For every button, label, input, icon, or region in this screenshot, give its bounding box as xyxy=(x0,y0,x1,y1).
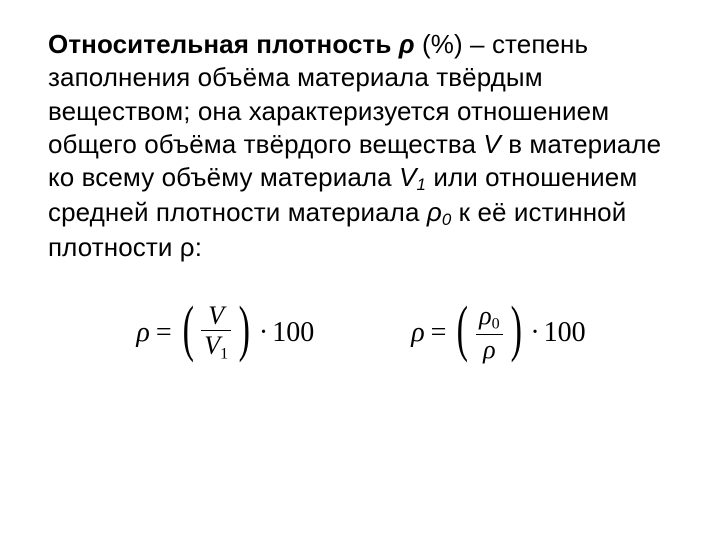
symbol-V: V xyxy=(483,129,500,159)
f2-rparen: ) xyxy=(510,305,521,355)
f1-rparen: ) xyxy=(239,305,250,355)
f2-dot: · xyxy=(526,317,542,349)
definition-paragraph: Относительная плотность ρ (%) – степень … xyxy=(48,28,672,264)
term-name: Относительная плотность xyxy=(48,29,391,59)
f1-denominator: V1 xyxy=(201,332,231,363)
f2-fraction: ρ0 ρ xyxy=(473,302,506,364)
f1-100: 100 xyxy=(271,317,314,349)
formula-volume-ratio: ρ = ( V V1 ) · 100 xyxy=(134,302,314,364)
f2-eq: = xyxy=(427,317,453,349)
f1-lhs: ρ xyxy=(134,317,151,349)
term-symbol-rho: ρ xyxy=(399,29,415,59)
formula-row: ρ = ( V V1 ) · 100 ρ = ( ρ0 ρ ) · 100 xyxy=(48,302,672,364)
f2-numerator: ρ0 xyxy=(476,302,503,333)
symbol-rho0: ρ0 xyxy=(427,197,452,227)
f2-lhs: ρ xyxy=(409,317,426,349)
f1-dot: · xyxy=(255,317,271,349)
term-percent: (%) xyxy=(422,29,463,59)
document-page: Относительная плотность ρ (%) – степень … xyxy=(0,0,720,364)
dash: – xyxy=(470,29,485,59)
f1-lparen: ( xyxy=(182,305,193,355)
f2-lparen: ( xyxy=(457,305,468,355)
f1-numerator: V xyxy=(205,302,227,329)
f1-fraction: V V1 xyxy=(198,302,234,364)
f2-denominator: ρ xyxy=(480,336,498,363)
symbol-V1: V1 xyxy=(399,162,426,192)
formula-density-ratio: ρ = ( ρ0 ρ ) · 100 xyxy=(409,302,585,364)
f2-100: 100 xyxy=(543,317,586,349)
f1-eq: = xyxy=(152,317,178,349)
